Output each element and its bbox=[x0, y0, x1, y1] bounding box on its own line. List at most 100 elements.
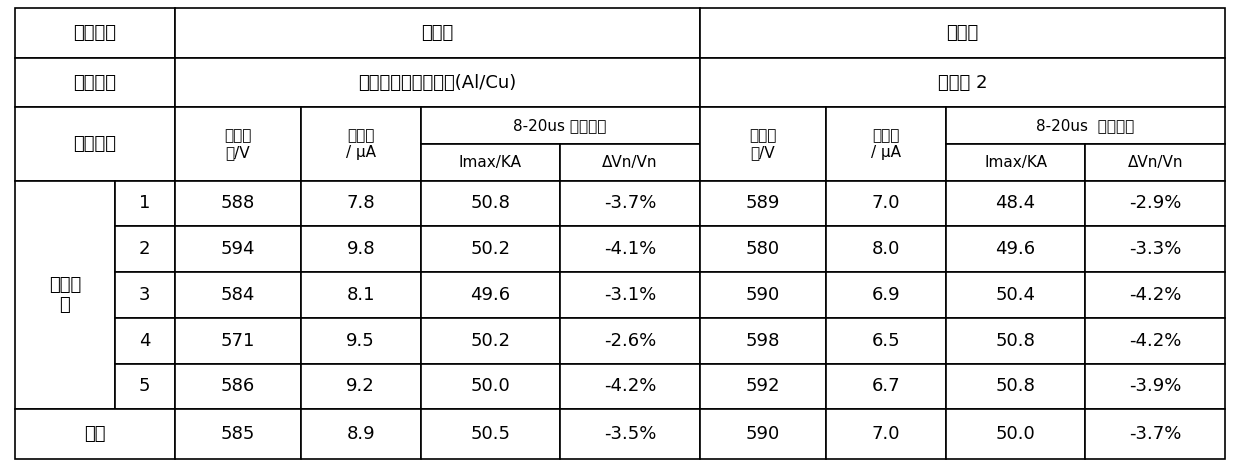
Bar bbox=[1085, 144, 1225, 181]
Text: 590: 590 bbox=[745, 286, 780, 304]
Bar bbox=[699, 318, 826, 364]
Text: 50.2: 50.2 bbox=[470, 240, 511, 258]
Text: 50.8: 50.8 bbox=[996, 332, 1035, 350]
Bar bbox=[560, 318, 699, 364]
Text: 50.4: 50.4 bbox=[996, 286, 1035, 304]
Bar bbox=[1085, 272, 1225, 318]
Text: 598: 598 bbox=[745, 332, 780, 350]
Text: 6.9: 6.9 bbox=[872, 286, 900, 304]
Bar bbox=[175, 181, 301, 226]
Text: ΔVn/Vn: ΔVn/Vn bbox=[1127, 155, 1183, 170]
Bar bbox=[560, 364, 699, 409]
Bar bbox=[301, 272, 420, 318]
Text: 592: 592 bbox=[745, 377, 780, 396]
Bar bbox=[420, 364, 560, 409]
Text: 5: 5 bbox=[139, 377, 150, 396]
Text: 测试项目: 测试项目 bbox=[73, 135, 117, 153]
Bar bbox=[699, 107, 826, 181]
Bar bbox=[946, 107, 1225, 144]
Bar bbox=[115, 318, 175, 364]
Text: -3.9%: -3.9% bbox=[1128, 377, 1182, 396]
Bar bbox=[301, 181, 420, 226]
Bar bbox=[946, 226, 1085, 272]
Bar bbox=[699, 226, 826, 272]
Text: 50.5: 50.5 bbox=[470, 425, 511, 443]
Bar bbox=[826, 272, 946, 318]
Bar bbox=[699, 272, 826, 318]
Bar bbox=[420, 107, 699, 144]
Bar bbox=[1085, 364, 1225, 409]
Text: -2.9%: -2.9% bbox=[1128, 194, 1182, 212]
Text: 589: 589 bbox=[745, 194, 780, 212]
Bar bbox=[15, 409, 175, 459]
Bar bbox=[699, 181, 826, 226]
Text: 6.7: 6.7 bbox=[872, 377, 900, 396]
Text: 50.8: 50.8 bbox=[470, 194, 511, 212]
Bar bbox=[15, 8, 175, 58]
Text: 样品编
号: 样品编 号 bbox=[48, 276, 81, 314]
Bar bbox=[946, 144, 1085, 181]
Bar bbox=[420, 318, 560, 364]
Bar bbox=[826, 409, 946, 459]
Bar bbox=[1085, 226, 1225, 272]
Bar bbox=[826, 181, 946, 226]
Text: -2.6%: -2.6% bbox=[604, 332, 656, 350]
Bar bbox=[420, 272, 560, 318]
Bar bbox=[175, 8, 699, 58]
Bar bbox=[115, 181, 175, 226]
Text: 9.2: 9.2 bbox=[346, 377, 374, 396]
Bar bbox=[1085, 318, 1225, 364]
Text: Imax/KA: Imax/KA bbox=[985, 155, 1047, 170]
Bar bbox=[301, 107, 420, 181]
Text: 8.9: 8.9 bbox=[346, 425, 374, 443]
Bar bbox=[15, 107, 175, 181]
Text: 9.8: 9.8 bbox=[346, 240, 374, 258]
Bar bbox=[175, 58, 699, 107]
Bar bbox=[301, 364, 420, 409]
Bar bbox=[699, 58, 1225, 107]
Bar bbox=[946, 272, 1085, 318]
Text: 压敏电
压/V: 压敏电 压/V bbox=[224, 128, 252, 160]
Text: 571: 571 bbox=[221, 332, 255, 350]
Text: 590: 590 bbox=[745, 425, 780, 443]
Text: 50.2: 50.2 bbox=[470, 332, 511, 350]
Text: ΔVn/Vn: ΔVn/Vn bbox=[603, 155, 657, 170]
Text: Imax/KA: Imax/KA bbox=[459, 155, 522, 170]
Text: 8-20us 通流能力: 8-20us 通流能力 bbox=[513, 118, 606, 133]
Bar bbox=[826, 318, 946, 364]
Bar bbox=[826, 364, 946, 409]
Bar bbox=[946, 318, 1085, 364]
Bar bbox=[420, 409, 560, 459]
Text: -3.7%: -3.7% bbox=[1128, 425, 1182, 443]
Text: 48.4: 48.4 bbox=[996, 194, 1035, 212]
Text: -3.3%: -3.3% bbox=[1128, 240, 1182, 258]
Text: 50.8: 50.8 bbox=[996, 377, 1035, 396]
Bar bbox=[175, 107, 301, 181]
Text: 49.6: 49.6 bbox=[996, 240, 1035, 258]
Text: 压敏电
压/V: 压敏电 压/V bbox=[749, 128, 776, 160]
Text: -3.1%: -3.1% bbox=[604, 286, 656, 304]
Bar bbox=[15, 58, 175, 107]
Bar bbox=[175, 226, 301, 272]
Text: -4.1%: -4.1% bbox=[604, 240, 656, 258]
Bar bbox=[175, 318, 301, 364]
Text: 漏电流
/ μA: 漏电流 / μA bbox=[346, 128, 376, 160]
Bar bbox=[560, 409, 699, 459]
Bar bbox=[420, 144, 560, 181]
Text: 6.5: 6.5 bbox=[872, 332, 900, 350]
Bar bbox=[826, 226, 946, 272]
Bar bbox=[699, 8, 1225, 58]
Bar bbox=[1085, 181, 1225, 226]
Bar bbox=[420, 226, 560, 272]
Bar bbox=[826, 107, 946, 181]
Bar bbox=[301, 318, 420, 364]
Text: 8-20us  通流能力: 8-20us 通流能力 bbox=[1037, 118, 1135, 133]
Text: -4.2%: -4.2% bbox=[1128, 332, 1182, 350]
Text: 7.8: 7.8 bbox=[346, 194, 374, 212]
Text: 7.0: 7.0 bbox=[872, 194, 900, 212]
Bar bbox=[301, 409, 420, 459]
Text: 50.0: 50.0 bbox=[470, 377, 510, 396]
Bar bbox=[115, 226, 175, 272]
Text: 1: 1 bbox=[139, 194, 150, 212]
Bar bbox=[560, 226, 699, 272]
